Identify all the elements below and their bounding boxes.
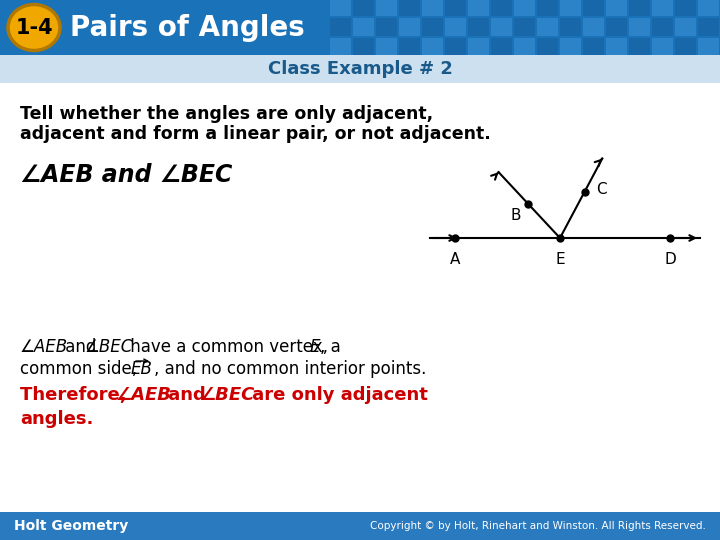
Bar: [422, 18, 443, 36]
Text: EB: EB: [131, 360, 153, 378]
Text: , and no common interior points.: , and no common interior points.: [154, 360, 426, 378]
Text: , a: , a: [320, 338, 341, 356]
Bar: [606, 18, 627, 36]
Text: and: and: [60, 338, 102, 356]
Bar: [652, 0, 673, 16]
Bar: [330, 18, 351, 36]
Bar: [353, 18, 374, 36]
Bar: [468, 38, 489, 55]
Bar: [514, 0, 535, 16]
Bar: [560, 0, 581, 16]
Text: ∠BEC: ∠BEC: [200, 386, 256, 404]
Bar: [606, 38, 627, 55]
Text: common side,: common side,: [20, 360, 143, 378]
Bar: [560, 38, 581, 55]
Text: ∠BEC: ∠BEC: [85, 338, 133, 356]
Bar: [583, 0, 604, 16]
Bar: [537, 38, 558, 55]
Bar: [675, 0, 696, 16]
Bar: [399, 0, 420, 16]
Text: ∠AEB and ∠BEC: ∠AEB and ∠BEC: [20, 163, 233, 187]
Bar: [491, 18, 512, 36]
Text: ∠AEB: ∠AEB: [116, 386, 172, 404]
Text: Therefore,: Therefore,: [20, 386, 133, 404]
Bar: [0, 55, 720, 83]
Bar: [422, 0, 443, 16]
Bar: [629, 0, 650, 16]
Bar: [537, 18, 558, 36]
Bar: [491, 0, 512, 16]
Bar: [698, 38, 719, 55]
Bar: [652, 18, 673, 36]
Bar: [583, 18, 604, 36]
Bar: [445, 38, 466, 55]
Bar: [0, 512, 720, 540]
Bar: [422, 38, 443, 55]
Bar: [514, 18, 535, 36]
Bar: [698, 0, 719, 16]
Bar: [698, 18, 719, 36]
Text: Tell whether the angles are only adjacent,: Tell whether the angles are only adjacen…: [20, 105, 433, 123]
Bar: [353, 38, 374, 55]
Text: Pairs of Angles: Pairs of Angles: [70, 14, 305, 42]
Text: Class Example # 2: Class Example # 2: [268, 60, 452, 78]
Text: E: E: [310, 338, 320, 356]
Text: Copyright © by Holt, Rinehart and Winston. All Rights Reserved.: Copyright © by Holt, Rinehart and Winsto…: [370, 521, 706, 531]
Text: D: D: [664, 252, 676, 267]
Text: E: E: [555, 252, 564, 267]
Bar: [468, 18, 489, 36]
Bar: [537, 0, 558, 16]
Bar: [583, 38, 604, 55]
Text: are only adjacent: are only adjacent: [246, 386, 428, 404]
Bar: [468, 0, 489, 16]
Ellipse shape: [8, 4, 60, 51]
Bar: [675, 18, 696, 36]
Text: have a common vertex,: have a common vertex,: [125, 338, 333, 356]
Bar: [445, 18, 466, 36]
Bar: [652, 38, 673, 55]
Text: B: B: [510, 208, 521, 223]
Bar: [376, 18, 397, 36]
Bar: [675, 38, 696, 55]
Bar: [629, 18, 650, 36]
Text: 1-4: 1-4: [15, 17, 53, 37]
Bar: [629, 38, 650, 55]
Bar: [330, 0, 351, 16]
Text: angles.: angles.: [20, 410, 94, 428]
Bar: [353, 0, 374, 16]
Bar: [606, 0, 627, 16]
Bar: [514, 38, 535, 55]
Bar: [330, 38, 351, 55]
Text: ∠AEB: ∠AEB: [20, 338, 68, 356]
Text: and: and: [162, 386, 212, 404]
Bar: [560, 18, 581, 36]
Text: A: A: [450, 252, 460, 267]
Bar: [376, 0, 397, 16]
Bar: [399, 18, 420, 36]
Text: C: C: [596, 183, 607, 198]
Bar: [376, 38, 397, 55]
Text: Holt Geometry: Holt Geometry: [14, 519, 128, 533]
Bar: [491, 38, 512, 55]
Bar: [0, 0, 720, 55]
Bar: [445, 0, 466, 16]
Text: adjacent and form a linear pair, or not adjacent.: adjacent and form a linear pair, or not …: [20, 125, 491, 143]
Bar: [399, 38, 420, 55]
